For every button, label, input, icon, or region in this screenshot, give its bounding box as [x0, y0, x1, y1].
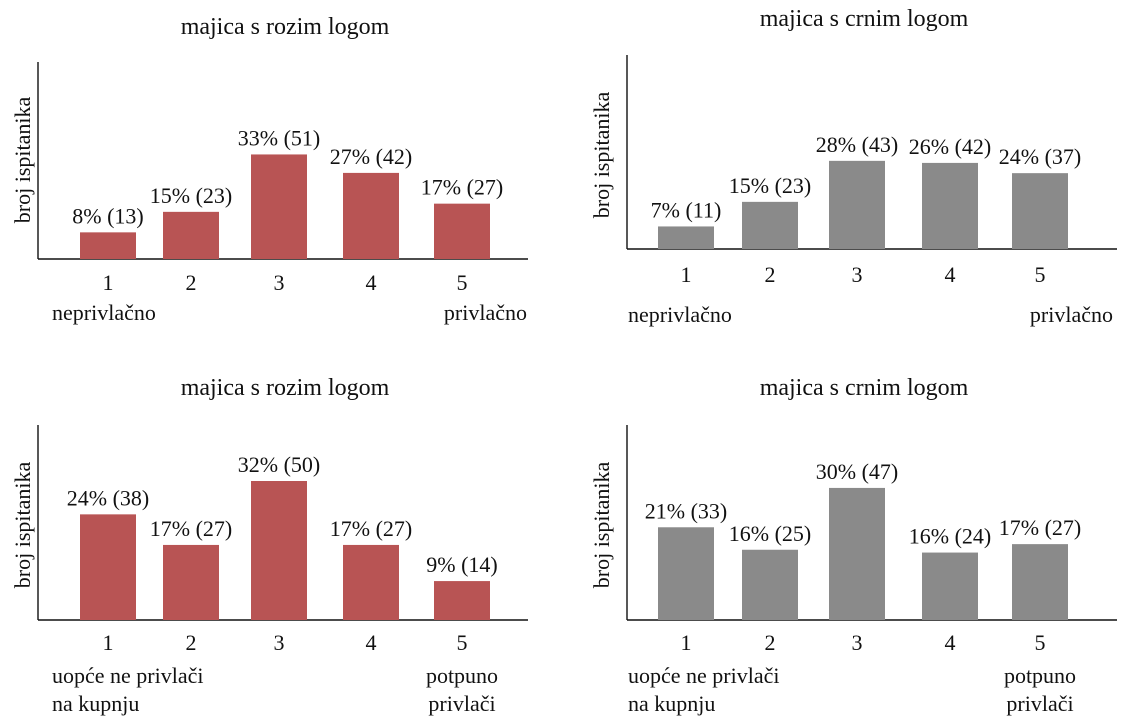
data-label-2: 16% (25): [729, 521, 811, 546]
x-tick-label-5: 5: [1035, 630, 1046, 655]
data-label-4: 26% (42): [909, 134, 991, 159]
chart-panel-3: majica s rozim logom broj ispitanika 24% (…: [10, 375, 528, 716]
data-label-1: 21% (33): [645, 498, 727, 523]
bar-5: [434, 203, 490, 259]
scale-low-label: na kupnju: [628, 691, 715, 716]
bar-1: [658, 226, 714, 249]
y-axis-label: broj ispitanika: [10, 97, 35, 224]
x-tick-label-3: 3: [274, 270, 285, 295]
x-tick-label-1: 1: [681, 630, 692, 655]
x-tick-label-2: 2: [765, 262, 776, 287]
bar-5: [1012, 544, 1068, 620]
x-tick-label-2: 2: [186, 270, 197, 295]
y-axis-label: broj ispitanika: [10, 462, 35, 589]
data-label-4: 17% (27): [330, 516, 412, 541]
data-label-2: 15% (23): [150, 183, 232, 208]
y-axis-label: broj ispitanika: [589, 92, 614, 219]
x-tick-label-4: 4: [366, 630, 377, 655]
data-label-3: 30% (47): [816, 459, 898, 484]
data-label-2: 17% (27): [150, 516, 232, 541]
bar-2: [163, 544, 219, 620]
x-tick-label-5: 5: [457, 270, 468, 295]
chart-title: majica s crnim logom: [760, 375, 969, 401]
bar-1: [80, 514, 136, 620]
chart-title: majica s crnim logom: [760, 6, 969, 32]
data-label-3: 28% (43): [816, 132, 898, 157]
data-label-1: 7% (11): [651, 197, 722, 222]
bar-1: [80, 232, 136, 259]
data-label-3: 32% (50): [238, 452, 320, 477]
scale-low-label: neprivlačno: [628, 302, 732, 327]
x-tick-label-4: 4: [366, 270, 377, 295]
chart-panel-1: majica s rozim logom broj ispitanika 8% (1…: [10, 14, 528, 325]
data-label-5: 9% (14): [426, 552, 497, 577]
bar-2: [163, 211, 219, 259]
bar-4: [922, 552, 978, 620]
x-tick-label-4: 4: [945, 630, 956, 655]
bar-2: [742, 549, 798, 620]
bar-4: [343, 172, 399, 259]
x-tick-label-4: 4: [945, 262, 956, 287]
x-tick-label-3: 3: [274, 630, 285, 655]
x-tick-label-2: 2: [186, 630, 197, 655]
scale-high-label: potpuno: [426, 663, 498, 688]
scale-high-label: privlači: [1006, 691, 1073, 716]
bar-5: [1012, 173, 1068, 249]
data-label-5: 17% (27): [999, 515, 1081, 540]
bar-1: [658, 527, 714, 620]
scale-low-label: uopće ne privlači: [628, 663, 780, 688]
y-axis-label: broj ispitanika: [589, 462, 614, 589]
scale-high-label: privlačno: [444, 300, 527, 325]
bar-3: [251, 481, 307, 620]
data-label-3: 33% (51): [238, 125, 320, 150]
x-tick-label-1: 1: [103, 630, 114, 655]
chart-title: majica s rozim logom: [181, 375, 390, 401]
chart-title: majica s rozim logom: [181, 14, 390, 40]
bar-5: [434, 581, 490, 620]
x-tick-label-5: 5: [457, 630, 468, 655]
x-tick-label-1: 1: [681, 262, 692, 287]
scale-high-label: privlačno: [1030, 302, 1113, 327]
x-tick-label-3: 3: [852, 262, 863, 287]
data-label-1: 8% (13): [72, 203, 143, 228]
data-label-4: 27% (42): [330, 144, 412, 169]
data-label-5: 17% (27): [421, 175, 503, 200]
data-label-2: 15% (23): [729, 173, 811, 198]
bar-3: [251, 154, 307, 259]
scale-low-label: neprivlačno: [52, 300, 156, 325]
x-tick-label-2: 2: [765, 630, 776, 655]
x-tick-label-1: 1: [103, 270, 114, 295]
chart-panel-2: majica s crnim logom broj ispitanika 7% (1…: [589, 6, 1117, 327]
chart-panel-4: majica s crnim logom broj ispitanika 21% (…: [589, 375, 1117, 716]
scale-low-label: uopće ne privlači: [52, 663, 204, 688]
scale-low-label: na kupnju: [52, 691, 139, 716]
scale-high-label: potpuno: [1004, 663, 1076, 688]
bar-3: [829, 487, 885, 620]
bar-4: [343, 544, 399, 620]
bar-2: [742, 201, 798, 249]
bar-3: [829, 160, 885, 249]
data-label-4: 16% (24): [909, 524, 991, 549]
x-tick-label-5: 5: [1035, 262, 1046, 287]
data-label-1: 24% (38): [67, 485, 149, 510]
data-label-5: 24% (37): [999, 144, 1081, 169]
bar-4: [922, 162, 978, 249]
scale-high-label: privlači: [428, 691, 495, 716]
x-tick-label-3: 3: [852, 630, 863, 655]
